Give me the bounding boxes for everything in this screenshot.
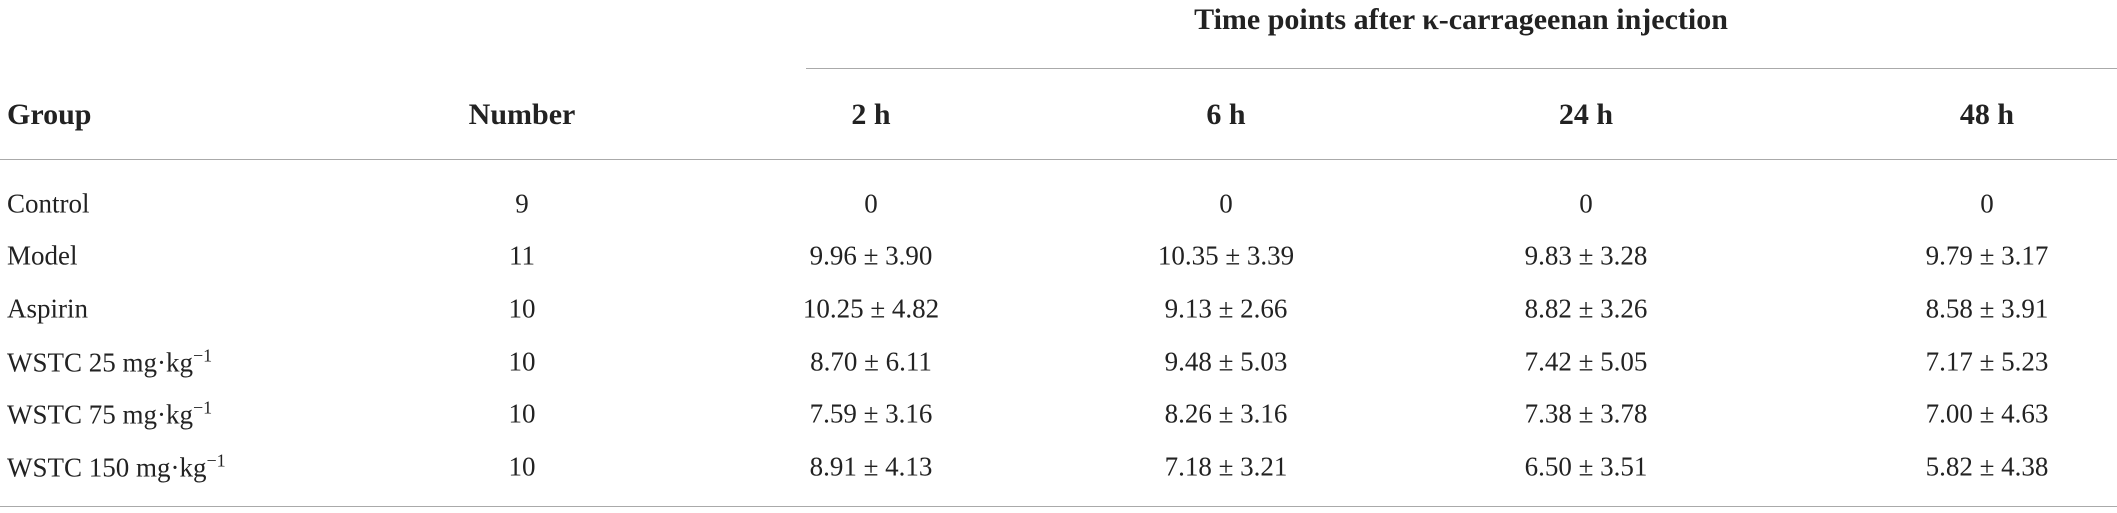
- column-header: 48 h: [1959, 98, 2015, 131]
- value-cell: 9: [515, 188, 529, 219]
- spanner-title: Time points after κ-carrageenan injectio…: [1194, 3, 1728, 36]
- value-cell: 0: [1579, 188, 1593, 219]
- value-cell: 9.83 ± 3.28: [1524, 240, 1648, 271]
- value-cell: 0: [864, 188, 878, 219]
- value-cell: 9.79 ± 3.17: [1925, 240, 2049, 271]
- group-cell: WSTC 75 mg·kg−1: [7, 398, 212, 431]
- value-cell: 7.17 ± 5.23: [1925, 346, 2049, 377]
- value-cell: 7.38 ± 3.78: [1524, 398, 1648, 429]
- bottom-rule: [0, 506, 2117, 507]
- value-cell: 8.26 ± 3.16: [1164, 398, 1288, 429]
- value-cell: 0: [1980, 188, 1994, 219]
- group-cell: WSTC 150 mg·kg−1: [7, 451, 226, 484]
- value-cell: 10: [508, 293, 536, 324]
- group-text: WSTC 150 mg·kg: [7, 452, 207, 483]
- unit-exponent: −1: [193, 397, 213, 418]
- group-text: WSTC 25 mg·kg: [7, 347, 193, 378]
- value-cell: 7.59 ± 3.16: [809, 398, 933, 429]
- group-cell: WSTC 25 mg·kg−1: [7, 346, 212, 379]
- column-header: 2 h: [851, 98, 891, 131]
- value-cell: 8.91 ± 4.13: [809, 451, 933, 482]
- group-cell: Control: [7, 188, 90, 219]
- spanner-rule: [806, 68, 2117, 69]
- value-cell: 0: [1219, 188, 1233, 219]
- value-cell: 9.96 ± 3.90: [809, 240, 933, 271]
- value-cell: 11: [509, 240, 535, 271]
- unit-exponent: −1: [206, 450, 226, 471]
- value-cell: 7.18 ± 3.21: [1164, 451, 1288, 482]
- value-cell: 9.13 ± 2.66: [1164, 293, 1288, 324]
- value-cell: 8.82 ± 3.26: [1524, 293, 1648, 324]
- value-cell: 9.48 ± 5.03: [1164, 346, 1288, 377]
- value-cell: 10: [508, 451, 536, 482]
- value-cell: 5.82 ± 4.38: [1925, 451, 2049, 482]
- group-text: WSTC 75 mg·kg: [7, 399, 193, 430]
- column-header: 24 h: [1558, 98, 1614, 131]
- group-cell: Aspirin: [7, 293, 88, 324]
- value-cell: 10: [508, 398, 536, 429]
- value-cell: 7.00 ± 4.63: [1925, 398, 2049, 429]
- value-cell: 8.70 ± 6.11: [810, 346, 932, 377]
- value-cell: 10.35 ± 3.39: [1157, 240, 1295, 271]
- column-header: Number: [468, 98, 576, 131]
- unit-exponent: −1: [193, 345, 213, 366]
- value-cell: 10: [508, 346, 536, 377]
- value-cell: 6.50 ± 3.51: [1524, 451, 1648, 482]
- header-rule: [0, 159, 2117, 160]
- value-cell: 7.42 ± 5.05: [1524, 346, 1648, 377]
- value-cell: 8.58 ± 3.91: [1925, 293, 2049, 324]
- column-header: 6 h: [1206, 98, 1246, 131]
- value-cell: 10.25 ± 4.82: [802, 293, 940, 324]
- column-header: Group: [7, 98, 92, 131]
- group-cell: Model: [7, 240, 78, 271]
